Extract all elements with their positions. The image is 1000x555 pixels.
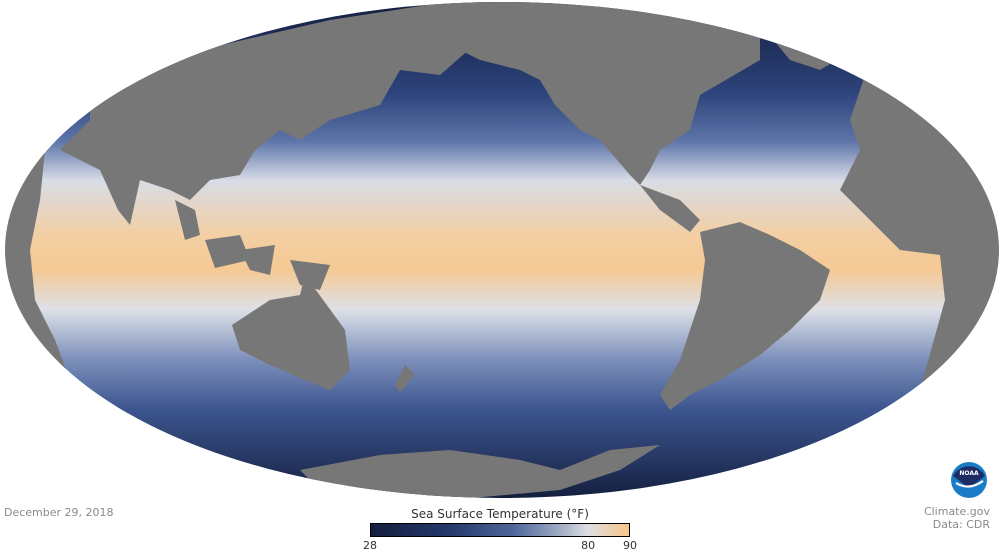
land-asia — [60, 2, 480, 225]
legend-color-bar — [370, 523, 630, 537]
land-new-zealand — [395, 365, 415, 392]
legend-mid-label: 80 — [581, 539, 596, 552]
land-australia — [232, 275, 350, 390]
land-central-america — [640, 185, 700, 232]
land-south-america — [660, 222, 830, 410]
land-new-guinea — [290, 260, 330, 290]
land-north-america — [430, 2, 760, 185]
land-southeast-asia — [175, 200, 275, 275]
color-legend: Sea Surface Temperature (°F) 28 80 90 — [363, 507, 637, 552]
credit-site: Climate.gov — [923, 505, 990, 518]
map-date: December 29, 2018 — [4, 506, 114, 519]
legend-max-label: 90 — [623, 539, 637, 552]
noaa-logo-icon: NOAA — [951, 462, 987, 498]
legend-min-label: 28 — [363, 539, 377, 552]
sea-surface-temperature-map — [5, 2, 999, 498]
credit-source: Data: CDR — [932, 518, 990, 531]
credit: Climate.gov Data: CDR — [924, 505, 990, 531]
legend-title: Sea Surface Temperature (°F) — [411, 507, 589, 521]
svg-text:NOAA: NOAA — [959, 470, 979, 477]
land-antarctica — [300, 445, 660, 498]
